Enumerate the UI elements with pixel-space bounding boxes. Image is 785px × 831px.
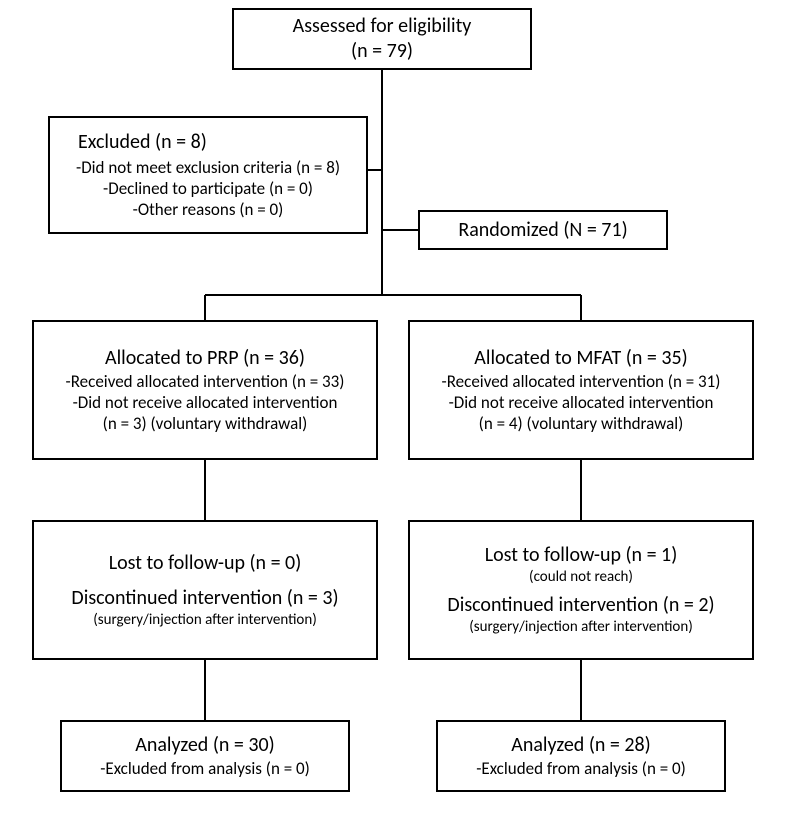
alloc-mfat-line-0: -Received allocated intervention (n = 31…	[418, 371, 744, 392]
alloc-prp-line-2: (n = 3) (voluntary withdrawal)	[42, 413, 368, 434]
node-excluded: Excluded (n = 8) -Did not meet exclusion…	[48, 116, 368, 234]
node-follow-mfat: Lost to follow-up (n = 1) (could not rea…	[408, 520, 754, 660]
assessed-count: (n = 79)	[242, 39, 522, 64]
excluded-line-0: -Did not meet exclusion criteria (n = 8)	[58, 157, 358, 178]
alloc-prp-title: Allocated to PRP (n = 36)	[42, 346, 368, 371]
follow-mfat-disc: Discontinued intervention (n = 2)	[418, 593, 744, 618]
node-assessed: Assessed for eligibility (n = 79)	[232, 8, 532, 70]
excluded-title: Excluded (n = 8)	[58, 130, 358, 155]
alloc-prp-line-1: -Did not receive allocated intervention	[42, 392, 368, 413]
node-analyzed-prp: Analyzed (n = 30) -Excluded from analysi…	[60, 720, 350, 792]
follow-mfat-lost: Lost to follow-up (n = 1)	[418, 543, 744, 568]
alloc-mfat-line-2: (n = 4) (voluntary withdrawal)	[418, 413, 744, 434]
node-randomized: Randomized (N = 71)	[418, 210, 668, 250]
follow-mfat-small1: (could not reach)	[418, 568, 744, 587]
analyzed-mfat-title: Analyzed (n = 28)	[446, 733, 716, 758]
analyzed-prp-title: Analyzed (n = 30)	[70, 733, 340, 758]
node-follow-prp: Lost to follow-up (n = 0) Discontinued i…	[32, 520, 378, 660]
follow-mfat-small2: (surgery/injection after intervention)	[418, 618, 744, 637]
alloc-mfat-title: Allocated to MFAT (n = 35)	[418, 346, 744, 371]
node-analyzed-mfat: Analyzed (n = 28) -Excluded from analysi…	[436, 720, 726, 792]
node-alloc-prp: Allocated to PRP (n = 36) -Received allo…	[32, 320, 378, 460]
alloc-prp-line-0: -Received allocated intervention (n = 33…	[42, 371, 368, 392]
follow-prp-lost: Lost to follow-up (n = 0)	[42, 551, 368, 576]
excluded-line-1: -Declined to participate (n = 0)	[58, 178, 358, 199]
excluded-line-2: -Other reasons (n = 0)	[58, 199, 358, 220]
analyzed-prp-line-0: -Excluded from analysis (n = 0)	[70, 758, 340, 779]
follow-prp-disc: Discontinued intervention (n = 3)	[42, 586, 368, 611]
alloc-mfat-line-1: -Did not receive allocated intervention	[418, 392, 744, 413]
randomized-title: Randomized (N = 71)	[428, 218, 658, 243]
node-alloc-mfat: Allocated to MFAT (n = 35) -Received all…	[408, 320, 754, 460]
analyzed-mfat-line-0: -Excluded from analysis (n = 0)	[446, 758, 716, 779]
assessed-title: Assessed for eligibility	[242, 14, 522, 39]
follow-prp-small: (surgery/injection after intervention)	[42, 611, 368, 630]
